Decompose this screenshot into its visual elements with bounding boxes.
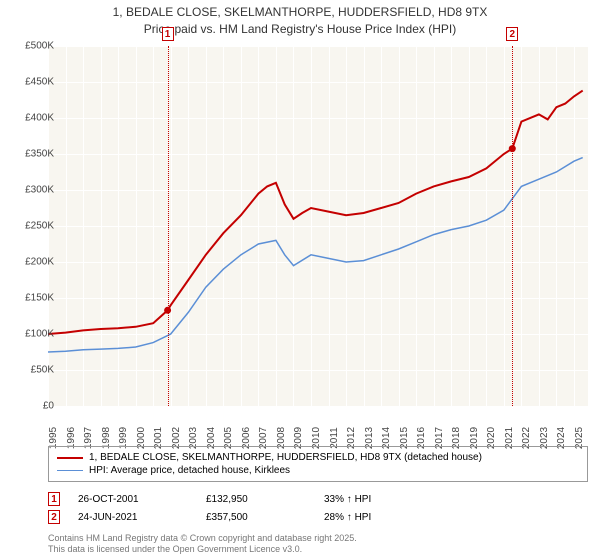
legend-swatch: [57, 457, 83, 459]
marker-line: [512, 46, 513, 406]
y-tick-label: £300K: [8, 185, 54, 196]
plot-area: 12: [48, 46, 588, 406]
data-pct: 33% ↑ HPI: [324, 494, 371, 505]
marker-box-2: 2: [506, 27, 518, 41]
data-marker: 2: [48, 510, 60, 524]
marker-line: [168, 46, 169, 406]
legend-item: 1, BEDALE CLOSE, SKELMANTHORPE, HUDDERSF…: [57, 451, 579, 464]
data-row: 2 24-JUN-2021 £357,500 28% ↑ HPI: [48, 508, 588, 526]
y-tick-label: £200K: [8, 257, 54, 268]
footer-line-1: Contains HM Land Registry data © Crown c…: [48, 533, 357, 545]
y-tick-label: £100K: [8, 329, 54, 340]
y-tick-label: £250K: [8, 221, 54, 232]
y-tick-label: £400K: [8, 113, 54, 124]
legend: 1, BEDALE CLOSE, SKELMANTHORPE, HUDDERSF…: [48, 446, 588, 482]
legend-label: HPI: Average price, detached house, Kirk…: [89, 465, 290, 476]
title-line-1: 1, BEDALE CLOSE, SKELMANTHORPE, HUDDERSF…: [0, 4, 600, 21]
data-date: 26-OCT-2001: [78, 494, 188, 505]
gridline-h: [48, 406, 588, 407]
data-marker: 1: [48, 492, 60, 506]
footer: Contains HM Land Registry data © Crown c…: [48, 533, 357, 556]
data-point-table: 1 26-OCT-2001 £132,950 33% ↑ HPI 2 24-JUN-202…: [48, 490, 588, 526]
y-tick-label: £450K: [8, 77, 54, 88]
y-tick-label: £350K: [8, 149, 54, 160]
footer-line-2: This data is licensed under the Open Gov…: [48, 544, 357, 556]
data-row: 1 26-OCT-2001 £132,950 33% ↑ HPI: [48, 490, 588, 508]
y-tick-label: £500K: [8, 41, 54, 52]
data-date: 24-JUN-2021: [78, 512, 188, 523]
data-price: £357,500: [206, 512, 306, 523]
legend-label: 1, BEDALE CLOSE, SKELMANTHORPE, HUDDERSF…: [89, 452, 482, 463]
series-hpi: [48, 158, 583, 352]
y-tick-label: £0: [8, 401, 54, 412]
y-tick-label: £50K: [8, 365, 54, 376]
data-price: £132,950: [206, 494, 306, 505]
marker-box-1: 1: [162, 27, 174, 41]
data-pct: 28% ↑ HPI: [324, 512, 371, 523]
legend-item: HPI: Average price, detached house, Kirk…: [57, 464, 579, 477]
legend-swatch: [57, 470, 83, 472]
series-price_paid: [48, 91, 583, 334]
chart-container: 1, BEDALE CLOSE, SKELMANTHORPE, HUDDERSF…: [0, 0, 600, 560]
y-tick-label: £150K: [8, 293, 54, 304]
line-series: [48, 46, 588, 406]
